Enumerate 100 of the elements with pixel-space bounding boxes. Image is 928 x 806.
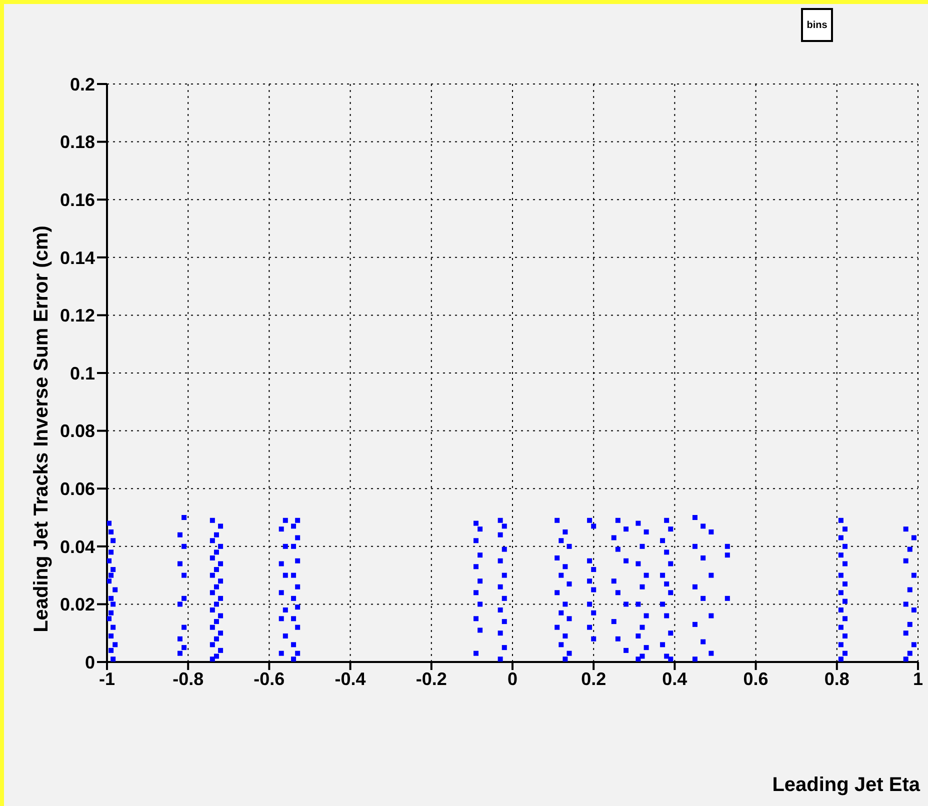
point <box>295 558 300 564</box>
point <box>611 535 616 540</box>
y-tick-label: 0.04 <box>60 536 95 557</box>
point <box>664 654 670 659</box>
point <box>660 538 666 544</box>
point <box>724 596 730 601</box>
point <box>218 578 224 584</box>
point <box>498 558 503 564</box>
point <box>692 584 698 590</box>
point <box>478 578 483 584</box>
point <box>218 613 224 618</box>
point <box>664 581 670 586</box>
point <box>474 650 479 656</box>
point <box>724 552 730 558</box>
point <box>640 584 645 590</box>
point <box>842 561 848 566</box>
point <box>708 572 714 578</box>
point <box>108 596 114 601</box>
point <box>291 572 296 578</box>
point <box>474 520 479 526</box>
point <box>708 650 714 656</box>
point <box>291 524 296 529</box>
point <box>644 613 649 618</box>
x-tick-label: -0.4 <box>334 668 366 689</box>
point <box>110 624 116 630</box>
x-tick-label: -0.6 <box>254 668 285 689</box>
point <box>562 656 568 662</box>
point <box>295 624 300 630</box>
point <box>282 572 288 578</box>
point <box>668 656 674 662</box>
point <box>291 642 296 648</box>
point <box>214 532 219 538</box>
point <box>724 544 730 549</box>
point <box>558 610 564 616</box>
point <box>478 526 483 532</box>
point <box>587 624 592 630</box>
point <box>700 524 706 529</box>
point <box>112 587 118 592</box>
point <box>911 535 916 540</box>
x-tick-label: 1 <box>912 668 924 689</box>
point <box>640 624 645 630</box>
point <box>615 518 620 523</box>
point <box>278 650 284 656</box>
point <box>108 648 114 653</box>
point <box>295 650 300 656</box>
point <box>214 550 219 555</box>
point <box>558 538 564 544</box>
point <box>660 642 666 648</box>
x-tick-label: -0.2 <box>416 668 447 689</box>
point <box>210 607 215 612</box>
point <box>907 546 912 552</box>
point <box>664 613 670 618</box>
point <box>107 616 112 622</box>
point <box>282 544 288 549</box>
point <box>842 581 848 586</box>
point <box>177 650 182 656</box>
point <box>282 607 288 612</box>
point <box>842 616 848 622</box>
point <box>903 558 908 564</box>
point <box>498 607 503 612</box>
point <box>108 572 114 578</box>
point <box>554 590 560 596</box>
point <box>177 532 182 538</box>
point <box>636 633 641 638</box>
point <box>502 619 507 624</box>
point <box>291 596 296 601</box>
y-tick-label: 0.08 <box>60 421 95 442</box>
point <box>838 518 844 523</box>
point <box>108 529 114 534</box>
point <box>903 526 908 532</box>
y-tick-label: 0.02 <box>60 594 95 615</box>
point <box>214 654 219 659</box>
x-tick-label: 0.2 <box>581 668 606 689</box>
point <box>558 572 564 578</box>
point <box>110 602 116 607</box>
point <box>498 532 503 538</box>
y-tick-label: 0 <box>84 652 95 672</box>
point <box>591 636 596 642</box>
point <box>218 596 224 601</box>
point <box>112 642 118 648</box>
x-tick-label: 0 <box>507 668 518 689</box>
point <box>498 656 503 662</box>
point <box>668 526 674 532</box>
x-tick-label: 0.6 <box>743 668 768 689</box>
point <box>295 518 300 523</box>
point <box>562 564 568 570</box>
point <box>108 610 114 616</box>
point <box>474 616 479 622</box>
point <box>660 572 666 578</box>
point <box>624 526 629 532</box>
point <box>640 654 645 659</box>
point <box>842 598 848 604</box>
point <box>624 602 629 607</box>
y-tick-label: 0.06 <box>60 478 95 499</box>
point <box>692 544 698 549</box>
y-tick-label: 0.2 <box>70 74 95 94</box>
point <box>182 515 187 520</box>
point <box>668 561 674 566</box>
point <box>636 656 641 662</box>
point <box>615 636 620 642</box>
